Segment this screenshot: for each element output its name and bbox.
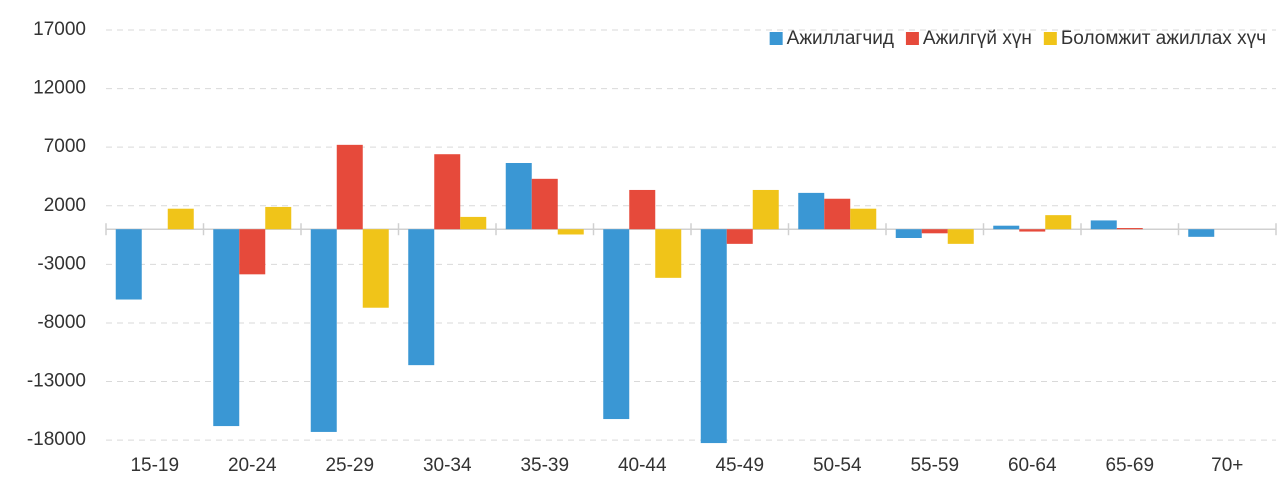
bar xyxy=(655,229,682,278)
bar xyxy=(265,206,292,230)
x-tick-label: 60-64 xyxy=(1008,455,1057,476)
bar xyxy=(726,229,753,244)
bar xyxy=(310,229,337,432)
x-tick-label: 70+ xyxy=(1211,455,1243,476)
x-tick-label: 50-54 xyxy=(813,455,862,476)
x-tick-label: 40-44 xyxy=(618,455,667,476)
bar xyxy=(700,229,727,444)
x-tick-label: 25-29 xyxy=(325,455,374,476)
bar xyxy=(434,154,461,230)
bar xyxy=(213,229,240,427)
bar xyxy=(752,189,779,230)
x-tick-label: 65-69 xyxy=(1105,455,1154,476)
bar xyxy=(408,229,435,366)
bar xyxy=(167,208,194,230)
bar xyxy=(115,229,142,300)
bar xyxy=(239,229,266,275)
legend-swatch xyxy=(905,32,919,45)
legend-swatch xyxy=(769,32,783,45)
bar xyxy=(1045,215,1072,230)
bar xyxy=(1019,229,1046,232)
y-tick-label: -8000 xyxy=(37,312,86,333)
legend-label: Боломжит ажиллах хүч xyxy=(1061,28,1266,49)
y-tick-label: 12000 xyxy=(33,78,86,99)
x-tick-label: 55-59 xyxy=(910,455,959,476)
y-tick-label: 17000 xyxy=(33,19,86,40)
bar xyxy=(993,225,1020,230)
legend-label: Ажиллагчид xyxy=(787,28,894,49)
bar xyxy=(1188,229,1215,237)
bar xyxy=(798,192,825,230)
bar xyxy=(1090,220,1117,230)
bar xyxy=(629,189,656,230)
y-tick-label: -18000 xyxy=(27,429,86,450)
x-tick-label: 45-49 xyxy=(715,455,764,476)
y-tick-label: -13000 xyxy=(27,371,86,392)
bar xyxy=(505,163,532,230)
y-tick-label: 7000 xyxy=(44,136,86,157)
legend-swatch xyxy=(1043,32,1057,45)
bar xyxy=(824,198,851,230)
bar xyxy=(921,229,948,234)
bar xyxy=(336,144,363,230)
x-tick-label: 35-39 xyxy=(520,455,569,476)
bar xyxy=(895,229,922,238)
bar xyxy=(947,229,974,244)
x-tick-label: 20-24 xyxy=(228,455,277,476)
legend-label: Ажилгүй хүн xyxy=(923,28,1032,49)
bar xyxy=(1116,228,1143,230)
y-tick-label: -3000 xyxy=(37,253,86,274)
x-tick-label: 30-34 xyxy=(423,455,472,476)
bar xyxy=(362,229,389,308)
bar xyxy=(850,208,877,230)
bar xyxy=(531,178,558,230)
bar xyxy=(557,229,584,235)
y-tick-label: 2000 xyxy=(44,195,86,216)
bar xyxy=(603,229,630,420)
x-tick-label: 15-19 xyxy=(130,455,179,476)
legend: Ажиллагчид Ажилгүй хүн Боломжит ажиллах хү… xyxy=(769,28,1266,49)
bar xyxy=(460,216,487,230)
